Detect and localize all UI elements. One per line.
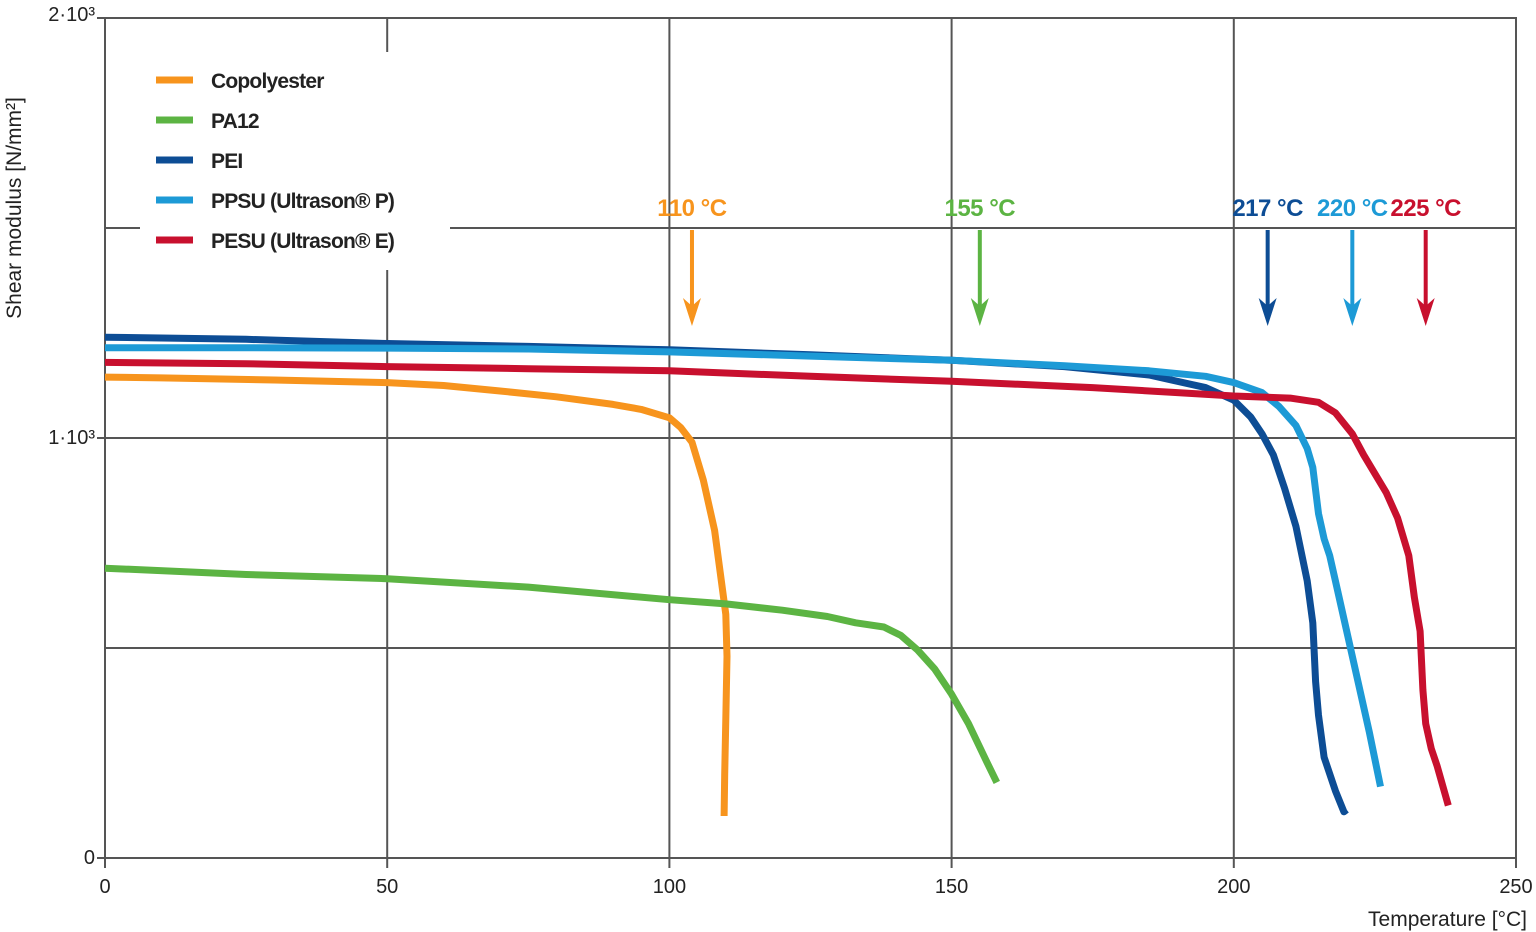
x-tick-label: 100 bbox=[653, 876, 686, 898]
y-tick-label: 0 bbox=[84, 847, 95, 869]
x-tick-label: 150 bbox=[935, 876, 968, 898]
annotation-label: 225 °C bbox=[1390, 195, 1461, 222]
y-tick-label: 1·10³ bbox=[48, 427, 95, 449]
annotation-arrowhead bbox=[970, 298, 989, 326]
legend-label: PPSU (Ultrason® P) bbox=[211, 190, 394, 213]
annotation-label: 110 °C bbox=[657, 195, 726, 222]
series-line-4 bbox=[104, 358, 1452, 807]
annotation-arrowhead bbox=[1343, 298, 1362, 326]
x-tick-label: 0 bbox=[99, 876, 110, 898]
annotations: 110 °C 155 °C 217 °C 220 °C 225 °C bbox=[657, 195, 1462, 326]
legend-label: PESU (Ultrason® E) bbox=[211, 230, 394, 253]
x-tick-label: 50 bbox=[376, 876, 398, 898]
x-tick-label: 250 bbox=[1499, 876, 1532, 898]
annotation-arrowhead bbox=[682, 298, 701, 326]
x-tick-label: 200 bbox=[1217, 876, 1250, 898]
series-lines bbox=[104, 333, 1452, 817]
series-line-1 bbox=[104, 564, 1000, 784]
y-axis-label: Shear modulus [N/mm²] bbox=[3, 97, 26, 319]
y-tick-label: 2·10³ bbox=[48, 4, 95, 26]
annotation-label: 155 °C bbox=[944, 195, 1015, 222]
annotation-label: 220 °C bbox=[1317, 195, 1388, 222]
legend-label: PA12 bbox=[211, 110, 259, 133]
axis-ticks: 0 50 100 150 200 250 0 1·10³ 2·10³ bbox=[48, 4, 1532, 898]
annotation-arrowhead bbox=[1416, 298, 1435, 326]
legend-label: Copolyester bbox=[211, 70, 324, 93]
annotation-arrowhead bbox=[1258, 298, 1277, 326]
legend: Copolyester PA12 PEI PPSU (Ultrason® P) PESU… bbox=[140, 52, 450, 270]
legend-label: PEI bbox=[211, 150, 242, 173]
annotation-label: 217 °C bbox=[1232, 195, 1303, 222]
x-axis-label: Temperature [°C] bbox=[1368, 908, 1527, 931]
series-line-0 bbox=[104, 373, 731, 817]
